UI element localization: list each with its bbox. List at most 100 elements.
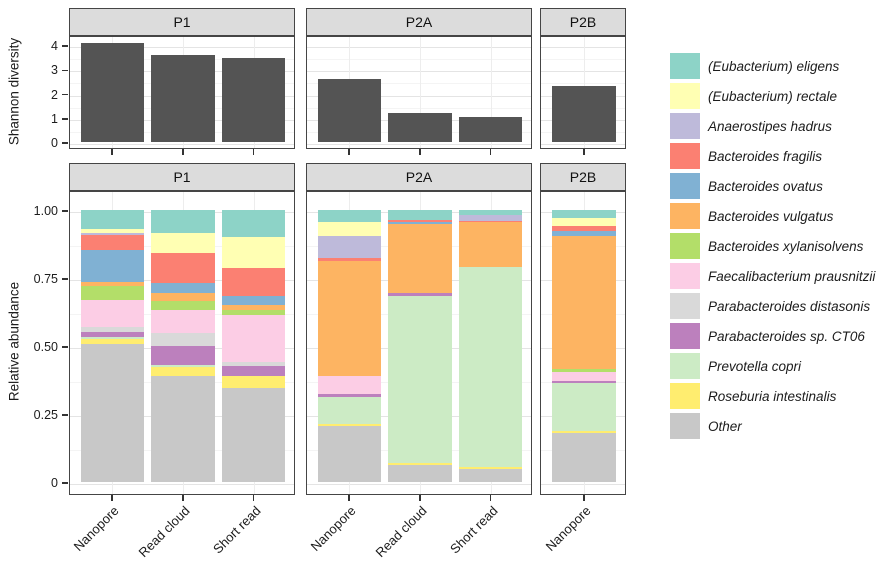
legend-swatch [670,263,700,289]
abundance-segment [221,309,286,315]
legend-item: Prevotella copri [670,353,885,379]
shannon-bar-nanopore [80,42,145,142]
shannon-bar-read-cloud [151,54,215,142]
y-tick-mark [62,142,68,144]
abundance-segment [551,217,617,226]
x-tick-mark [419,149,421,155]
abundance-segment [80,281,145,287]
abundance-segment [151,210,215,234]
abundance-segment [458,267,523,468]
abundance-segment [317,375,382,395]
abundance-segment [80,250,145,282]
abundance-segment [80,343,145,482]
x-axis-label: Read cloud [372,503,430,561]
x-tick-mark [489,149,492,155]
abundance-segment [551,380,617,383]
abundance-segment [80,235,145,251]
abundance-segment [551,433,617,482]
abundance-segment [388,223,452,294]
x-tick-mark [182,149,184,155]
legend-label: Faecalibacterium prausnitzii [708,268,876,284]
abundance-segment [388,219,452,222]
legend-swatch [670,353,700,379]
gridline-major [307,71,531,73]
legend-swatch [670,293,700,319]
y-tick-label: 1.00 [33,204,58,218]
legend-label: Prevotella copri [708,358,802,374]
abundance-segment [221,210,286,237]
legend-item: Bacteroides xylanisolvens [670,233,885,259]
shannon-bar-short-read [221,58,286,142]
abundance-segment [151,345,215,365]
abundance-segment [221,376,286,388]
legend-label: (Eubacterium) rectale [708,88,838,104]
legend-label: Parabacteroides sp. CT06 [708,328,865,344]
abundance-segment [151,292,215,302]
facet-strip-label: P2A [405,169,433,185]
facet-strip-label: P1 [173,14,191,30]
y-tick-mark [62,346,68,348]
abundance-segment [221,387,286,482]
abundance-segment [221,366,286,377]
x-tick-mark [252,495,255,501]
facet-strip-p1: P1 [69,8,295,36]
legend-item: Bacteroides ovatus [670,173,885,199]
abundance-segment [317,258,382,262]
abundance-segment [80,300,145,328]
abundance-segment [458,221,523,268]
facet-strip-p1: P1 [69,163,295,191]
facet-strip-p2b: P2B [540,163,626,191]
abundance-segment [317,424,382,426]
x-axis-label: Short read [446,503,501,557]
abundance-segment [458,210,523,215]
legend-swatch [670,113,700,139]
legend-swatch [670,413,700,439]
y-tick-label: 0 [51,476,58,490]
legend-label: Bacteroides ovatus [708,178,823,194]
abundance-segment [388,465,452,482]
legend-item: (Eubacterium) rectale [670,83,885,109]
facet-strip-p2a: P2A [306,8,532,36]
plot-panel-p1 [69,36,295,149]
x-tick-mark [111,149,113,155]
legend-swatch [670,173,700,199]
abundance-segment [80,327,145,332]
legend-label: (Eubacterium) eligens [708,58,840,74]
abundance-segment [388,463,452,466]
y-tick-label: 3 [51,63,58,78]
legend-item: Bacteroides vulgatus [670,203,885,229]
x-tick-mark [348,495,350,501]
plot-panel-p2b [540,36,626,149]
abundance-segment [221,236,286,269]
plot-panel-p2a [306,36,532,149]
gridline-minor [541,83,625,85]
abundance-segment [551,431,617,433]
y-tick-label: 2 [51,87,58,102]
y-tick-label: 0.25 [33,408,58,422]
abundance-segment [221,268,286,296]
legend-swatch [670,83,700,109]
abundance-segment [221,304,286,310]
abundance-segment [80,331,145,338]
abundance-segment [221,362,286,367]
legend-item: Other [670,413,885,439]
gridline-major [307,484,531,485]
gridline-vertical [490,37,492,148]
legend-swatch [670,383,700,409]
abundance-segment [458,468,523,482]
gridline-major [541,47,625,48]
abundance-segment [458,220,523,222]
legend-item: Parabacteroides sp. CT06 [670,323,885,349]
abundance-segment [317,222,382,237]
abundance-segment [151,233,215,254]
gridline-major [70,47,294,48]
facet-strip-label: P1 [173,169,191,185]
abundance-segment [551,210,617,218]
legend-swatch [670,323,700,349]
legend-label: Anaerostipes hadrus [708,118,832,134]
y-tick-mark [62,278,68,280]
facet-strip-p2a: P2A [306,163,532,191]
x-tick-mark [252,149,255,155]
abundance-segment [221,314,286,362]
legend-item: Parabacteroides distasonis [670,293,885,319]
